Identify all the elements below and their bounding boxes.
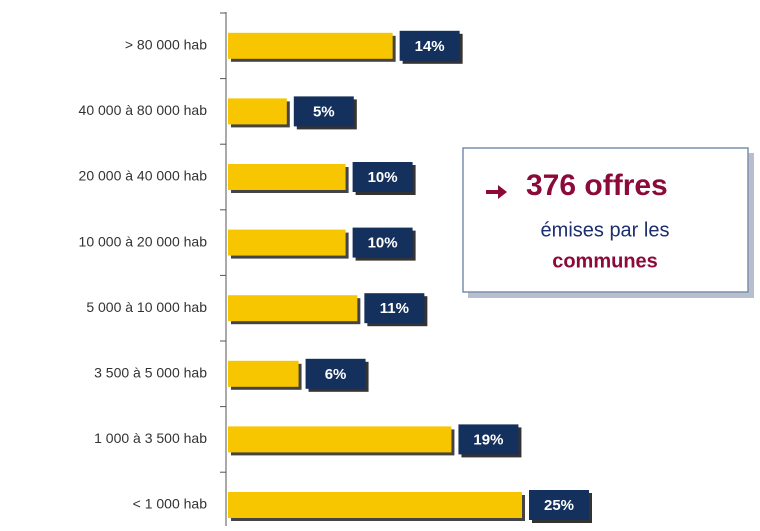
value-label: 14% bbox=[415, 38, 445, 55]
value-label: 10% bbox=[368, 235, 398, 252]
category-label: 3 500 à 5 000 hab bbox=[94, 365, 207, 381]
bar bbox=[228, 360, 299, 387]
category-label: 5 000 à 10 000 hab bbox=[86, 299, 207, 315]
category-label: > 80 000 hab bbox=[125, 37, 207, 53]
value-label-box bbox=[293, 96, 354, 127]
value-label: 11% bbox=[380, 300, 409, 317]
value-label-box bbox=[399, 30, 460, 61]
value-label: 5% bbox=[313, 103, 335, 120]
category-label: < 1 000 hab bbox=[133, 496, 208, 512]
bar bbox=[228, 229, 346, 256]
category-label: 20 000 à 40 000 hab bbox=[79, 168, 208, 184]
annotation-headline: 376 offres bbox=[526, 169, 668, 202]
annotation-line: émises par les bbox=[541, 219, 670, 241]
category-label: 10 000 à 20 000 hab bbox=[79, 233, 208, 249]
value-label: 10% bbox=[368, 169, 398, 186]
category-label: 1 000 à 3 500 hab bbox=[94, 430, 207, 446]
annotation-arrow bbox=[486, 185, 507, 199]
bar bbox=[228, 295, 358, 322]
value-label-box bbox=[529, 490, 589, 520]
bar bbox=[228, 164, 346, 190]
value-label: 6% bbox=[325, 366, 347, 383]
value-label-box bbox=[352, 227, 413, 258]
bar bbox=[228, 98, 287, 125]
bar bbox=[228, 32, 393, 59]
bar bbox=[228, 492, 522, 518]
annotation-line: communes bbox=[552, 250, 658, 272]
category-label: 40 000 à 80 000 hab bbox=[79, 102, 208, 118]
value-label-box bbox=[364, 293, 425, 324]
bar bbox=[228, 426, 452, 453]
value-label-box bbox=[352, 162, 413, 192]
annotation-box bbox=[462, 147, 749, 293]
value-label-box bbox=[458, 424, 519, 455]
value-label: 25% bbox=[544, 497, 574, 514]
value-label-box bbox=[305, 358, 366, 389]
value-label: 19% bbox=[473, 431, 503, 448]
